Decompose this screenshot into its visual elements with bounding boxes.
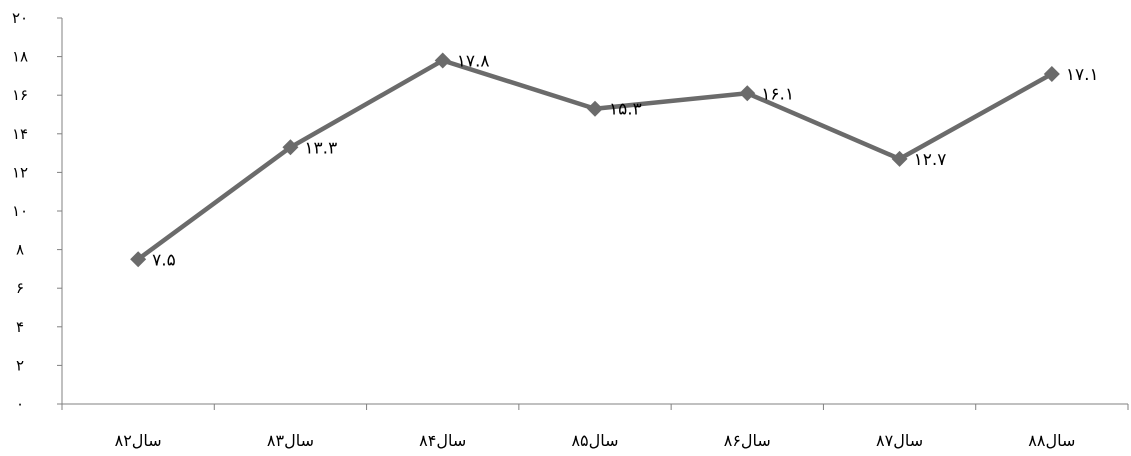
y-tick-label: ۲۰ — [12, 9, 28, 27]
x-tick-label: سال۸۲ — [115, 431, 162, 450]
data-label: ۱۷.۱ — [1066, 65, 1099, 85]
data-labels: ۷.۵ ۱۳.۳ ۱۷.۸ ۱۵.۳ ۱۶.۱ ۱۲.۷ ۱۷.۱ — [152, 51, 1099, 270]
y-tick-label: ۱۶ — [12, 86, 28, 104]
x-tick-label: سال۸۷ — [876, 431, 923, 450]
data-point-marker — [891, 150, 908, 167]
y-tick-label: ۶ — [16, 279, 24, 297]
data-label: ۱۳.۳ — [304, 138, 337, 158]
y-tick-label: ۲ — [16, 356, 24, 374]
y-axis-ticks: ۰ ۲ ۴ ۶ ۸ ۱۰ ۱۲ ۱۴ ۱۶ ۱۸ ۲۰ — [12, 9, 62, 413]
y-tick-label: ۱۴ — [12, 125, 28, 143]
axes — [61, 18, 1128, 405]
data-point-marker — [282, 139, 299, 156]
data-point-marker — [130, 251, 147, 268]
data-point-marker — [434, 52, 451, 69]
y-tick-label: ۴ — [16, 318, 24, 336]
x-tick-label: سال۸۵ — [571, 431, 618, 450]
data-label: ۱۷.۸ — [457, 51, 490, 71]
x-tick-label: سال۸۶ — [724, 431, 771, 450]
series-group — [130, 52, 1060, 268]
data-label: ۱۲.۷ — [914, 150, 947, 170]
y-tick-label: ۰ — [16, 395, 24, 413]
x-tick-label: سال۸۴ — [419, 431, 466, 450]
x-axis-ticks: سال۸۲ سال۸۳ سال۸۴ سال۸۵ سال۸۶ سال۸۷ سال۸۸ — [61, 404, 1129, 450]
data-point-marker — [1043, 65, 1060, 82]
data-point-marker — [739, 85, 756, 102]
y-tick-label: ۸ — [16, 241, 24, 259]
data-label: ۱۵.۳ — [609, 100, 642, 120]
x-tick-label: سال۸۳ — [267, 431, 314, 450]
data-label: ۱۶.۱ — [761, 84, 794, 104]
x-tick-label: سال۸۸ — [1028, 431, 1075, 450]
data-label: ۷.۵ — [152, 250, 176, 270]
y-tick-label: ۱۸ — [12, 48, 28, 66]
y-tick-label: ۱۰ — [12, 202, 28, 220]
data-point-marker — [587, 100, 603, 117]
y-tick-label: ۱۲ — [12, 163, 28, 181]
